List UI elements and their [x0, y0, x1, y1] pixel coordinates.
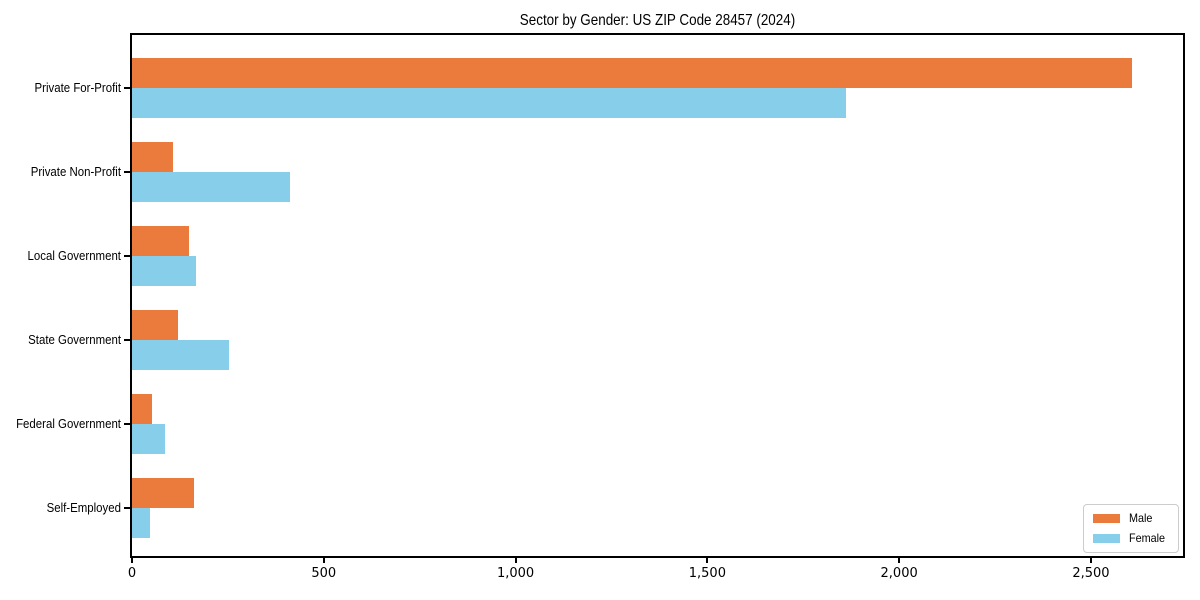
bar-male-2	[132, 226, 189, 256]
y-tick-label-3: State Government	[28, 332, 121, 347]
y-tick-label-2: Local Government	[27, 248, 121, 263]
y-tick-label-4: Federal Government	[16, 416, 121, 431]
bar-female-5	[132, 508, 150, 538]
bar-male-5	[132, 478, 194, 508]
bar-male-4	[132, 394, 152, 424]
x-tick-5	[1089, 558, 1092, 563]
y-tick-label-5: Self-Employed	[46, 500, 121, 515]
bar-female-0	[132, 88, 846, 118]
x-tick-label-1: 500	[311, 566, 337, 581]
legend: Male Female	[1082, 504, 1179, 553]
bar-female-4	[132, 424, 165, 454]
bars-layer	[132, 35, 1183, 556]
legend-item-male: Male	[1092, 511, 1169, 525]
bar-female-3	[132, 340, 229, 370]
y-tick-label-0: Private For-Profit	[34, 80, 121, 95]
x-tick-label-0: 0	[127, 566, 137, 581]
bar-female-2	[132, 256, 196, 286]
x-tick-4	[898, 558, 901, 563]
legend-item-female: Female	[1092, 531, 1169, 545]
x-tick-label-5: 2,500	[1072, 566, 1110, 581]
x-tick-label-3: 1,500	[688, 566, 726, 581]
bar-male-1	[132, 142, 173, 172]
y-tick-label-1: Private Non-Profit	[30, 164, 121, 179]
x-tick-1	[322, 558, 325, 563]
legend-swatch-male-icon	[1092, 514, 1120, 523]
legend-swatch-female-icon	[1092, 534, 1120, 543]
x-tick-0	[131, 558, 133, 563]
bar-male-0	[132, 58, 1132, 88]
x-tick-3	[706, 558, 709, 563]
legend-label-female: Female	[1128, 531, 1165, 545]
chart-title: Sector by Gender: US ZIP Code 28457 (202…	[519, 12, 796, 29]
x-tick-label-2: 1,000	[496, 566, 535, 581]
bar-female-1	[132, 172, 290, 202]
bar-male-3	[132, 310, 178, 340]
x-tick-label-4: 2,000	[880, 566, 918, 581]
legend-label-male: Male	[1128, 511, 1153, 525]
x-tick-2	[514, 558, 517, 563]
plot-area: Male Female	[130, 33, 1185, 558]
